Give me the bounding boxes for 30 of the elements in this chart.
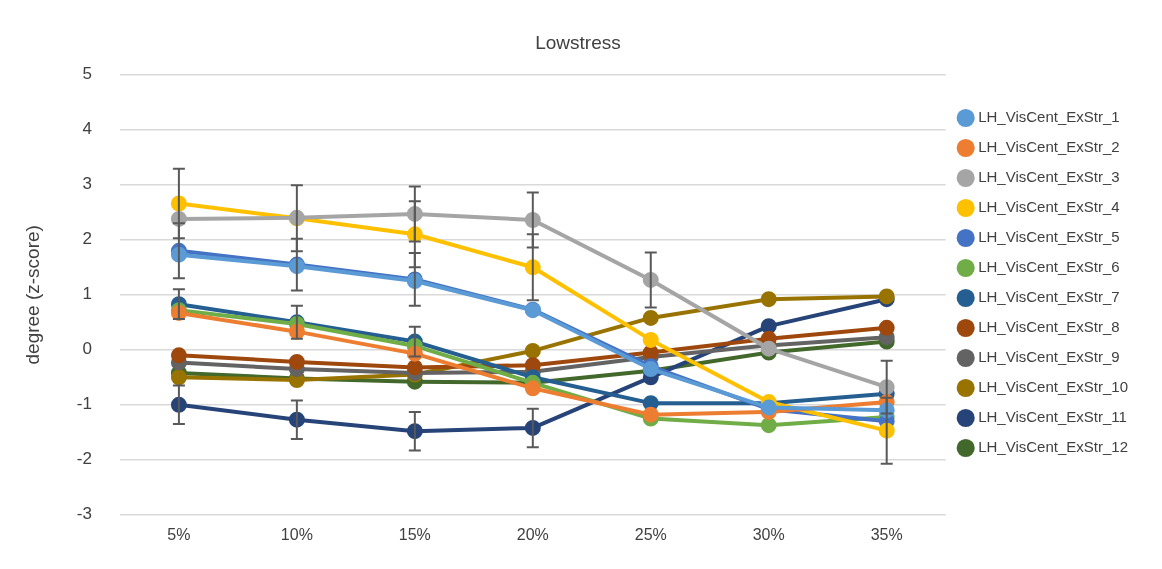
legend-label: LH_VisCent_ExStr_12	[978, 438, 1128, 456]
y-tick-label: -3	[76, 504, 92, 524]
y-axis-title: degree (z-score)	[21, 225, 43, 365]
x-tick-label: 35%	[870, 525, 903, 543]
x-tick-label: 25%	[634, 525, 667, 543]
legend-label: LH_VisCent_ExStr_5	[978, 228, 1120, 246]
legend-label: LH_VisCent_ExStr_10	[978, 378, 1128, 396]
x-tick-label: 5%	[167, 525, 191, 543]
legend-label: LH_VisCent_ExStr_4	[978, 198, 1120, 216]
x-tick-label: 30%	[752, 525, 785, 543]
y-tick-label: 2	[82, 229, 92, 249]
y-tick-label: -2	[76, 449, 92, 469]
y-tick-label: 5	[82, 64, 92, 84]
legend-label: LH_VisCent_ExStr_9	[978, 348, 1120, 366]
legend-label: LH_VisCent_ExStr_8	[978, 318, 1120, 336]
y-tick-label: 3	[82, 174, 92, 194]
x-tick-label: 10%	[280, 525, 313, 543]
legend-label: LH_VisCent_ExStr_7	[978, 288, 1120, 306]
y-tick-label: 4	[82, 119, 92, 139]
legend-label: LH_VisCent_ExStr_3	[978, 168, 1120, 186]
legend-label: LH_VisCent_ExStr_6	[978, 258, 1120, 276]
x-tick-label: 20%	[516, 525, 549, 543]
x-tick-label: 15%	[398, 525, 431, 543]
legend-label: LH_VisCent_ExStr_1	[978, 108, 1120, 126]
y-tick-label: -1	[76, 394, 92, 414]
legend-label: LH_VisCent_ExStr_11	[978, 408, 1127, 426]
y-tick-label: 1	[82, 284, 92, 304]
y-tick-label: 0	[82, 339, 92, 359]
legend-label: LH_VisCent_ExStr_2	[978, 138, 1120, 156]
chart-title: Lowstress	[535, 31, 621, 53]
